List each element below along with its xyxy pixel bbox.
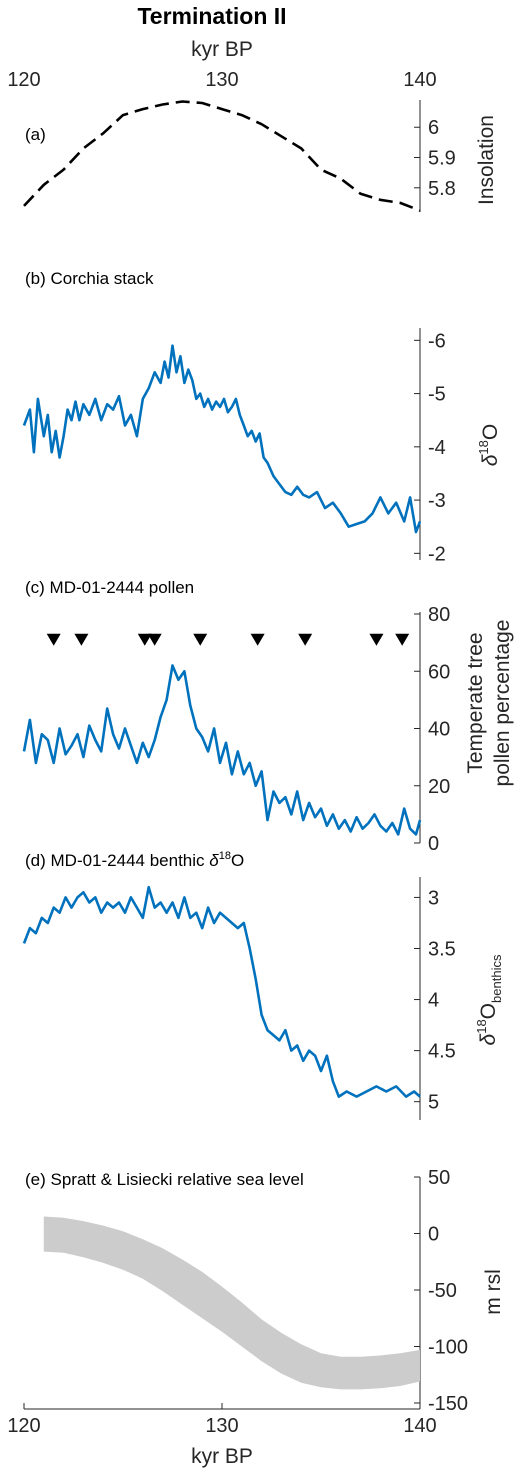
panel-a-series	[23, 100, 421, 212]
panel-c-label: (c) MD-01-2444 pollen	[25, 578, 194, 597]
panel-d-label-sup: 18	[219, 850, 231, 862]
panel-d-label-delta: δ	[209, 851, 219, 870]
series-line	[22, 344, 422, 534]
series-line	[22, 885, 421, 1098]
triangle-marker	[147, 633, 162, 646]
y-tick-label: 0	[428, 833, 439, 855]
y-tick-label: 50	[428, 1167, 450, 1189]
triangle-marker	[74, 633, 89, 646]
triangle-marker	[137, 633, 152, 646]
y-tick-label: 3	[428, 887, 439, 909]
panel-b-ylabel-rest: O	[479, 424, 502, 440]
panel-b-corchia: (b) Corchia stack -6 -5 -4 -3 -2 δ18O	[22, 269, 502, 565]
triangle-marker	[369, 633, 384, 646]
panel-a-y-axis-label: Insolation	[475, 115, 498, 205]
panel-a-label: (a)	[25, 125, 46, 144]
y-tick-label: -3	[428, 490, 446, 512]
triangle-marker	[250, 633, 265, 646]
y-tick-label: 4	[428, 990, 439, 1012]
panel-d-ylabel-mid: O	[477, 1003, 500, 1019]
y-tick-label: -50	[428, 1280, 457, 1302]
panel-c-pollen: (c) MD-01-2444 pollen 0 20 40 60 80 Temperat…	[22, 578, 514, 855]
bottom-x-tick-labels: 120 130 140	[7, 1403, 437, 1437]
y-tick-label: -5	[428, 384, 446, 406]
top-x-axis-label: kyr BP	[191, 38, 253, 61]
y-tick-label: 20	[428, 776, 450, 798]
y-tick-label: 6	[428, 117, 439, 139]
panel-b-series	[22, 344, 422, 534]
y-tick-label: -100	[428, 1337, 468, 1359]
panel-a-y-ticks: 5.8 5.9 6	[414, 100, 456, 212]
panel-d-label-pre: (d) MD-01-2444 benthic	[25, 851, 209, 870]
y-tick-label: 5.9	[428, 148, 456, 170]
y-tick-label: 80	[428, 604, 450, 626]
panel-a-insolation: (a) 5.8 5.9 6 Insolation	[23, 100, 498, 212]
panel-b-label: (b) Corchia stack	[25, 269, 154, 288]
triangle-marker	[46, 633, 61, 646]
y-tick-label: 40	[428, 719, 450, 741]
panel-d-benthic: (d) MD-01-2444 benthic δ18O 33.544.55 δ1…	[22, 850, 504, 1120]
panel-b-ylabel-sup: 18	[476, 440, 491, 454]
panel-b-ylabel-delta: δ	[479, 454, 502, 466]
panel-e-sea-level: (e) Spratt & Lisiecki relative sea level…	[25, 1167, 505, 1415]
triangle-marker	[395, 633, 410, 646]
panel-e-y-axis-label: m rsl	[482, 1269, 505, 1315]
y-tick-label: 4.5	[428, 1041, 456, 1063]
sea-level-band	[43, 1216, 421, 1390]
panel-c-y-axis-label-line1: Temperate tree	[464, 632, 487, 773]
y-tick-label: -6	[428, 330, 446, 352]
panel-d-label: (d) MD-01-2444 benthic δ18O	[25, 850, 244, 870]
bottom-x-axis-label: kyr BP	[191, 1445, 253, 1468]
panel-e-series	[43, 1216, 421, 1390]
y-tick-label: 60	[428, 661, 450, 683]
y-tick-label: 5	[428, 1092, 439, 1114]
top-x-tick-label: 130	[205, 69, 238, 91]
panel-d-ylabel-sub: benthics	[489, 954, 504, 1003]
top-x-tick-labels: 120 130 140	[7, 69, 436, 91]
series-line	[22, 664, 422, 836]
y-tick-label: -2	[428, 543, 446, 565]
panel-e-label: (e) Spratt & Lisiecki relative sea level	[25, 1170, 304, 1189]
triangle-marker	[193, 633, 208, 646]
figure-title: Termination II	[137, 3, 286, 29]
panel-c-series	[22, 664, 422, 836]
panel-c-y-axis-label-line2: pollen percentage	[491, 620, 514, 787]
panel-d-label-post: O	[231, 851, 244, 870]
y-tick-label: -150	[428, 1393, 468, 1415]
panel-b-y-axis-label: δ18O	[476, 424, 502, 466]
y-tick-label: 0	[428, 1224, 439, 1246]
top-x-tick-label: 120	[7, 69, 40, 91]
bottom-x-tick-label: 140	[403, 1415, 436, 1437]
triangle-marker	[298, 633, 313, 646]
bottom-x-tick-label: 120	[7, 1415, 40, 1437]
panel-d-ylabel-delta: δ	[477, 1033, 500, 1045]
series-line	[23, 100, 421, 212]
panel-d-y-axis-label: δ18Obenthics	[474, 954, 504, 1045]
panel-d-series	[22, 885, 421, 1098]
panel-d-y-ticks: 3 3.5 4 4.5 5	[414, 877, 456, 1120]
panel-c-y-ticks: 0 20 40 60 80	[414, 604, 450, 855]
panel-e-y-ticks: -150 -100 -50 0 50	[414, 1167, 468, 1415]
y-tick-label: -4	[428, 437, 446, 459]
top-x-tick-label: 140	[403, 69, 436, 91]
panel-c-markers	[46, 633, 410, 646]
panel-b-y-ticks: -6 -5 -4 -3 -2	[414, 328, 446, 565]
y-tick-label: 3.5	[428, 938, 456, 960]
y-tick-label: 5.8	[428, 178, 456, 200]
panel-d-ylabel-sup: 18	[474, 1019, 489, 1033]
bottom-x-tick-label: 130	[205, 1415, 238, 1437]
